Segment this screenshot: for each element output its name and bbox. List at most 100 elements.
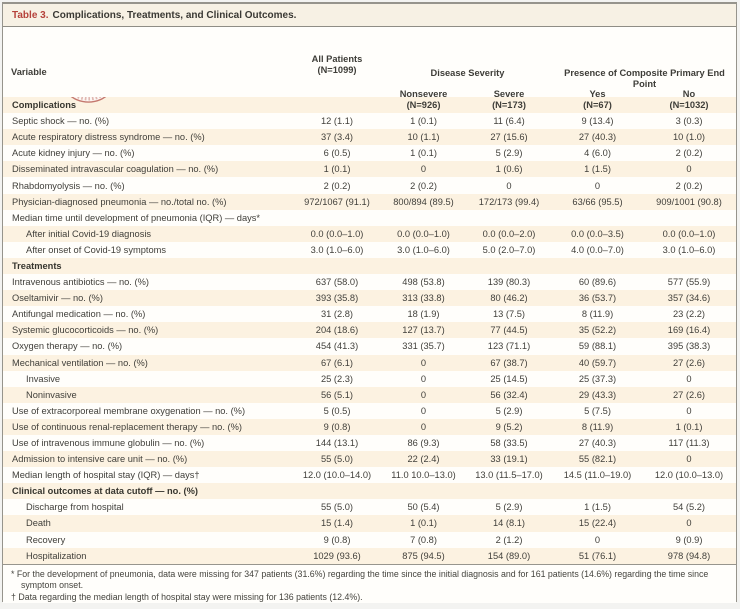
- column-header-no: No (N=1032): [642, 89, 736, 111]
- section-header-row: Complications: [3, 97, 736, 114]
- severe-label: Severe: [493, 89, 525, 99]
- row-label: Treatments: [12, 260, 62, 271]
- row-value: 0: [420, 389, 427, 400]
- row-label: Acute respiratory distress syndrome — no…: [12, 132, 205, 143]
- table-row: Death 15 (1.4) 1 (0.1) 14 (8.1) 15 (22.4) 0: [3, 515, 736, 532]
- row-value: 4.0 (0.0–7.0): [571, 244, 624, 255]
- row-label: Recovery: [26, 534, 66, 545]
- row-value: 1 (0.1): [410, 518, 437, 529]
- row-value: 123 (71.1): [487, 341, 531, 352]
- row-value: 0: [420, 405, 427, 416]
- table-row: Use of intravenous immune globulin — no.…: [3, 435, 736, 451]
- table-row: Mechanical ventilation — no. (%) 67 (6.1)…: [3, 354, 736, 371]
- row-value: 5 (2.9): [495, 148, 523, 159]
- row-label: Hospitalization: [26, 550, 87, 561]
- row-value: 35 (52.2): [578, 325, 617, 336]
- footnotes: * For the development of pneumonia, data…: [3, 564, 736, 604]
- row-value: 50 (5.4): [407, 502, 440, 513]
- row-value: 27 (2.6): [672, 357, 706, 368]
- row-label: After onset of Covid-19 symptoms: [26, 244, 167, 255]
- row-value: 0: [686, 373, 692, 384]
- row-value: 23 (2.2): [672, 309, 706, 320]
- row-value: 40 (59.7): [578, 357, 617, 368]
- table-row: Hospitalization 1029 (93.6) 875 (94.5) 154 …: [3, 547, 736, 564]
- row-label: Oxygen therapy — no. (%): [12, 341, 123, 352]
- table-row: After initial Covid-19 diagnosis 0.0 (0.0…: [3, 225, 736, 242]
- row-value: 117 (11.3): [668, 438, 710, 449]
- row-value: 0: [420, 357, 427, 368]
- row-value: 13 (7.5): [492, 309, 526, 320]
- row-value: 55 (5.0): [320, 454, 354, 465]
- row-value: 12.0 (10.0–13.0): [654, 470, 724, 481]
- row-label: Clinical outcomes at data cutoff — no. (…: [12, 486, 198, 497]
- nonsevere-label: Nonsevere: [399, 89, 448, 99]
- row-value: 331 (35.7): [402, 341, 445, 352]
- row-value: 5 (2.9): [495, 405, 523, 416]
- row-value: 2 (0.2): [323, 180, 351, 191]
- table-title: Complications, Treatments, and Clinical …: [52, 10, 297, 21]
- row-value: 55 (5.0): [320, 502, 354, 513]
- all-patients-n: (N=1099): [317, 65, 357, 75]
- row-label: Mechanical ventilation — no. (%): [12, 357, 148, 368]
- table-row: Rhabdomyolysis — no. (%) 2 (0.2) 2 (0.2) 0 0…: [3, 177, 736, 193]
- column-header-severe: Severe (N=173): [465, 89, 553, 111]
- table-row: Disseminated intravascular coagulation —…: [3, 161, 736, 178]
- table-row: Use of extracorporeal membrane oxygenati…: [3, 403, 736, 419]
- row-value: 978 (94.8): [667, 550, 711, 561]
- row-value: 0.0 (0.0–1.0): [662, 228, 716, 239]
- row-value: 204 (18.6): [315, 325, 359, 336]
- table-row: Physician-diagnosed pneumonia — no./tota…: [3, 193, 736, 210]
- table-row: Invasive 25 (2.3) 0 25 (14.5) 25 (37.3) 0: [3, 371, 736, 387]
- row-value: 54 (5.2): [672, 502, 706, 513]
- row-value: 0.0 (0.0–3.5): [571, 228, 624, 239]
- table-header: Variable All Patients (N=1099) Disease S…: [3, 27, 736, 110]
- row-value: 395 (38.3): [667, 341, 711, 352]
- row-label: Use of intravenous immune globulin — no.…: [12, 438, 205, 449]
- row-value: 27 (40.3): [578, 438, 617, 449]
- row-label: Acute kidney injury — no. (%): [12, 148, 135, 159]
- column-header-yes: Yes (N=67): [553, 89, 642, 111]
- row-value: 12 (1.1): [320, 116, 354, 127]
- row-value: 2 (0.2): [675, 148, 703, 159]
- row-value: 29 (43.3): [578, 389, 617, 400]
- table-row: Median time until development of pneumon…: [3, 210, 736, 226]
- row-value: 0.0 (0.0–1.0): [397, 228, 450, 239]
- row-value: 0.0 (0.0–2.0): [482, 228, 536, 239]
- no-n: (N=1032): [669, 100, 709, 110]
- table-row: Admission to intensive care unit — no. (…: [3, 451, 736, 468]
- row-value: 15 (22.4): [578, 518, 617, 529]
- row-value: 1 (0.1): [675, 421, 703, 432]
- row-value: 498 (53.8): [402, 277, 445, 288]
- row-label: Oseltamivir — no. (%): [12, 293, 103, 304]
- row-label: Invasive: [26, 373, 61, 384]
- row-value: 33 (19.1): [490, 454, 528, 465]
- row-value: 67 (38.7): [490, 357, 528, 368]
- table-row: Noninvasive 56 (5.1) 0 56 (32.4) 29 (43.3) 27…: [3, 386, 736, 403]
- row-label: Septic shock — no. (%): [12, 116, 110, 127]
- row-value: 0: [686, 518, 692, 529]
- row-value: 9 (5.2): [495, 421, 523, 432]
- table-row: Use of continuous renal-replacement ther…: [3, 418, 736, 435]
- row-value: 4 (6.0): [584, 148, 611, 159]
- row-value: 55 (82.1): [578, 454, 617, 465]
- table-row: After onset of Covid-19 symptoms 3.0 (1.0…: [3, 242, 736, 258]
- row-value: 5 (2.9): [495, 502, 523, 513]
- row-value: 13.0 (11.5–17.0): [475, 470, 543, 481]
- row-value: 9 (13.4): [581, 116, 614, 127]
- row-value: 144 (13.1): [315, 438, 359, 449]
- row-value: 1 (0.1): [323, 164, 351, 175]
- row-value: 909/1001 (90.8): [656, 196, 722, 207]
- row-value: 0: [686, 164, 692, 175]
- row-value: 31 (2.8): [320, 309, 354, 320]
- row-value: 59 (88.1): [578, 341, 617, 352]
- table-rows: Complications Septic shock — no. (%) 12 (1…: [3, 97, 736, 564]
- row-value: 58 (33.5): [490, 438, 528, 449]
- row-value: 2 (0.2): [675, 180, 703, 191]
- row-value: 637 (58.0): [315, 277, 359, 288]
- row-value: 127 (13.7): [402, 325, 445, 336]
- row-value: 80 (46.2): [490, 293, 528, 304]
- row-value: 357 (34.6): [667, 293, 711, 304]
- row-value: 1 (1.5): [584, 502, 611, 513]
- column-group-primary-end-point: Presence of Composite Primary End Point: [564, 68, 725, 89]
